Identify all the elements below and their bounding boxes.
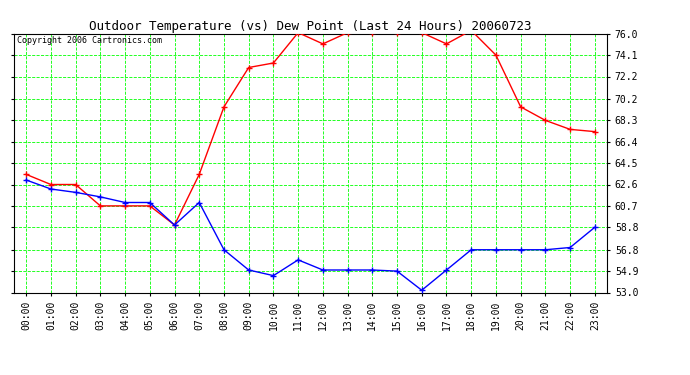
- Title: Outdoor Temperature (vs) Dew Point (Last 24 Hours) 20060723: Outdoor Temperature (vs) Dew Point (Last…: [89, 20, 532, 33]
- Text: Copyright 2006 Cartronics.com: Copyright 2006 Cartronics.com: [17, 36, 161, 45]
